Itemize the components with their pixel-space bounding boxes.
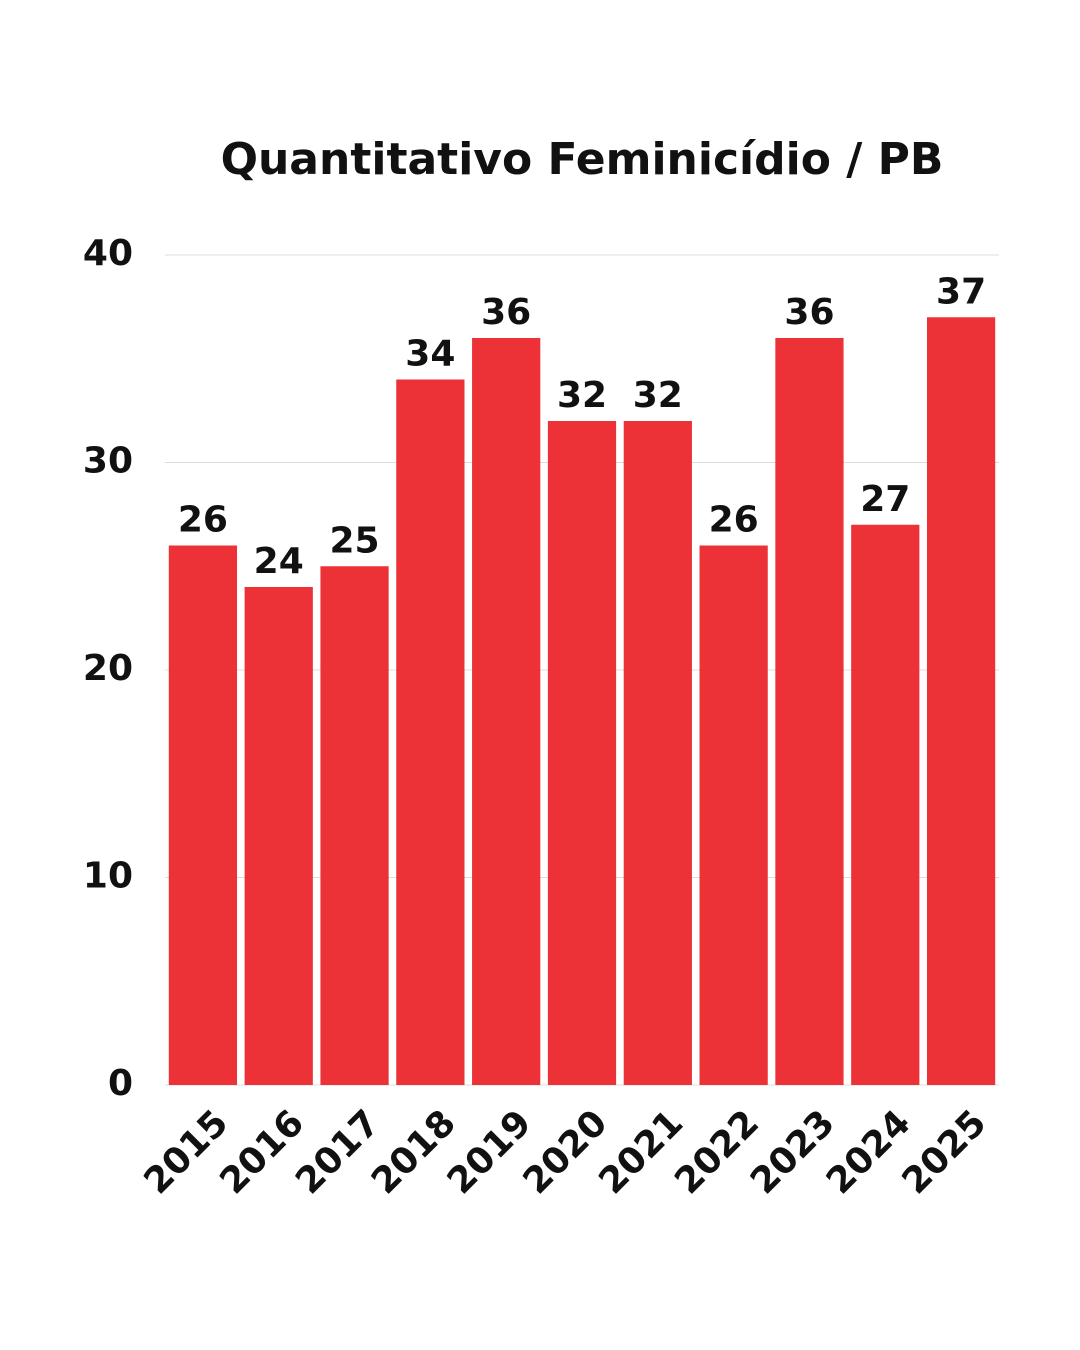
value-label: 37 bbox=[936, 271, 986, 312]
value-label: 32 bbox=[633, 375, 683, 416]
chart-title: Quantitativo Feminicídio / PB bbox=[221, 134, 944, 185]
x-tick-label: 2021 bbox=[591, 1102, 691, 1202]
bar bbox=[851, 524, 920, 1085]
value-label: 26 bbox=[178, 500, 228, 541]
value-label: 27 bbox=[860, 479, 910, 520]
bar bbox=[396, 379, 465, 1085]
bar bbox=[547, 421, 617, 1085]
x-tick-label: 2025 bbox=[895, 1102, 995, 1202]
x-tick-label: 2019 bbox=[440, 1102, 540, 1202]
x-tick-label: 2022 bbox=[667, 1102, 767, 1202]
y-tick-label: 30 bbox=[83, 441, 133, 482]
x-tick-label: 2023 bbox=[743, 1102, 843, 1202]
y-tick-label: 40 bbox=[83, 233, 133, 274]
bar bbox=[623, 421, 692, 1085]
x-tick-label: 2024 bbox=[819, 1102, 919, 1202]
y-tick-label: 0 bbox=[108, 1063, 133, 1104]
bar bbox=[320, 566, 389, 1085]
x-tick-label: 2020 bbox=[516, 1102, 616, 1202]
bar bbox=[244, 587, 313, 1085]
bar bbox=[926, 317, 996, 1085]
value-label: 24 bbox=[254, 541, 304, 582]
bar bbox=[472, 338, 541, 1085]
value-label: 36 bbox=[481, 292, 531, 333]
y-tick-label: 10 bbox=[83, 856, 133, 897]
bar bbox=[775, 338, 844, 1085]
bar bbox=[168, 545, 238, 1085]
value-label: 25 bbox=[329, 520, 379, 561]
value-label: 36 bbox=[784, 292, 834, 333]
x-tick-label: 2017 bbox=[288, 1102, 388, 1202]
value-label: 32 bbox=[557, 375, 607, 416]
value-label: 34 bbox=[405, 334, 455, 375]
y-tick-label: 20 bbox=[83, 648, 133, 689]
x-tick-label: 2015 bbox=[136, 1102, 236, 1202]
value-label: 26 bbox=[709, 500, 759, 541]
x-tick-label: 2018 bbox=[364, 1102, 464, 1202]
x-tick-label: 2016 bbox=[212, 1102, 312, 1202]
bar bbox=[699, 545, 768, 1085]
